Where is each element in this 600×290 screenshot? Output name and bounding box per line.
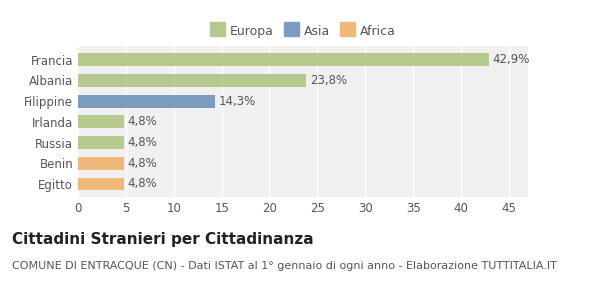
Bar <box>78 115 124 128</box>
Text: 4,8%: 4,8% <box>128 115 158 128</box>
Text: 4,8%: 4,8% <box>128 177 158 191</box>
Text: 23,8%: 23,8% <box>310 74 347 87</box>
Text: Cittadini Stranieri per Cittadinanza: Cittadini Stranieri per Cittadinanza <box>12 232 314 247</box>
Legend: Europa, Asia, Africa: Europa, Asia, Africa <box>208 23 398 41</box>
Text: 14,3%: 14,3% <box>219 95 256 108</box>
Bar <box>78 74 306 87</box>
Bar <box>78 177 124 190</box>
Bar <box>78 53 489 66</box>
Bar <box>78 95 215 108</box>
Text: 42,9%: 42,9% <box>493 53 530 66</box>
Bar <box>78 136 124 149</box>
Bar <box>78 157 124 170</box>
Text: 4,8%: 4,8% <box>128 136 158 149</box>
Text: COMUNE DI ENTRACQUE (CN) - Dati ISTAT al 1° gennaio di ogni anno - Elaborazione : COMUNE DI ENTRACQUE (CN) - Dati ISTAT al… <box>12 261 557 271</box>
Text: 4,8%: 4,8% <box>128 157 158 170</box>
